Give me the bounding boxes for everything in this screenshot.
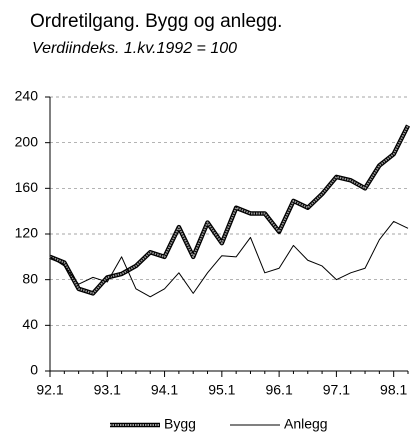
series-line-outline: [49, 124, 410, 296]
y-tick-label: 120: [15, 225, 39, 241]
x-tick-label: 94.1: [151, 382, 178, 398]
x-tick-label: 93.1: [94, 382, 121, 398]
x-tick-label: 96.1: [265, 382, 292, 398]
y-tick-label: 40: [22, 316, 38, 332]
x-tick-label: 92.1: [36, 382, 63, 398]
series-line: [49, 125, 409, 295]
y-tick-label: 240: [15, 88, 39, 104]
chart-subtitle: Verdiindeks. 1.kv.1992 = 100: [32, 40, 237, 57]
y-tick-label: 80: [22, 270, 38, 286]
chart-title: Ordretilgang. Bygg og anlegg.: [30, 11, 282, 32]
legend-label: Bygg: [164, 416, 196, 432]
y-tick-label: 200: [15, 133, 39, 149]
y-tick-label: 0: [30, 362, 38, 378]
y-tick-label: 160: [15, 179, 39, 195]
x-tick-label: 98.1: [380, 382, 407, 398]
x-tick-label: 97.1: [323, 382, 350, 398]
series-line: [49, 220, 409, 298]
legend-label: Anlegg: [284, 416, 328, 432]
x-tick-label: 95.1: [208, 382, 235, 398]
